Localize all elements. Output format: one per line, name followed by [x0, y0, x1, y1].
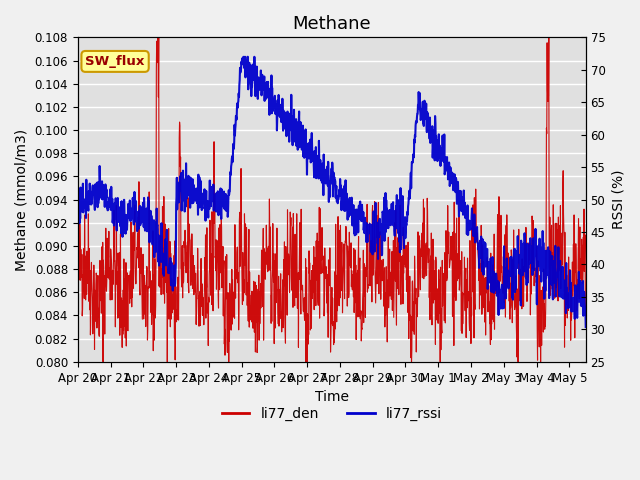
Y-axis label: RSSI (%): RSSI (%) [611, 170, 625, 229]
Title: Methane: Methane [292, 15, 371, 33]
Y-axis label: Methane (mmol/m3): Methane (mmol/m3) [15, 129, 29, 271]
Legend: li77_den, li77_rssi: li77_den, li77_rssi [216, 401, 447, 426]
X-axis label: Time: Time [315, 390, 349, 404]
Text: SW_flux: SW_flux [85, 55, 145, 68]
